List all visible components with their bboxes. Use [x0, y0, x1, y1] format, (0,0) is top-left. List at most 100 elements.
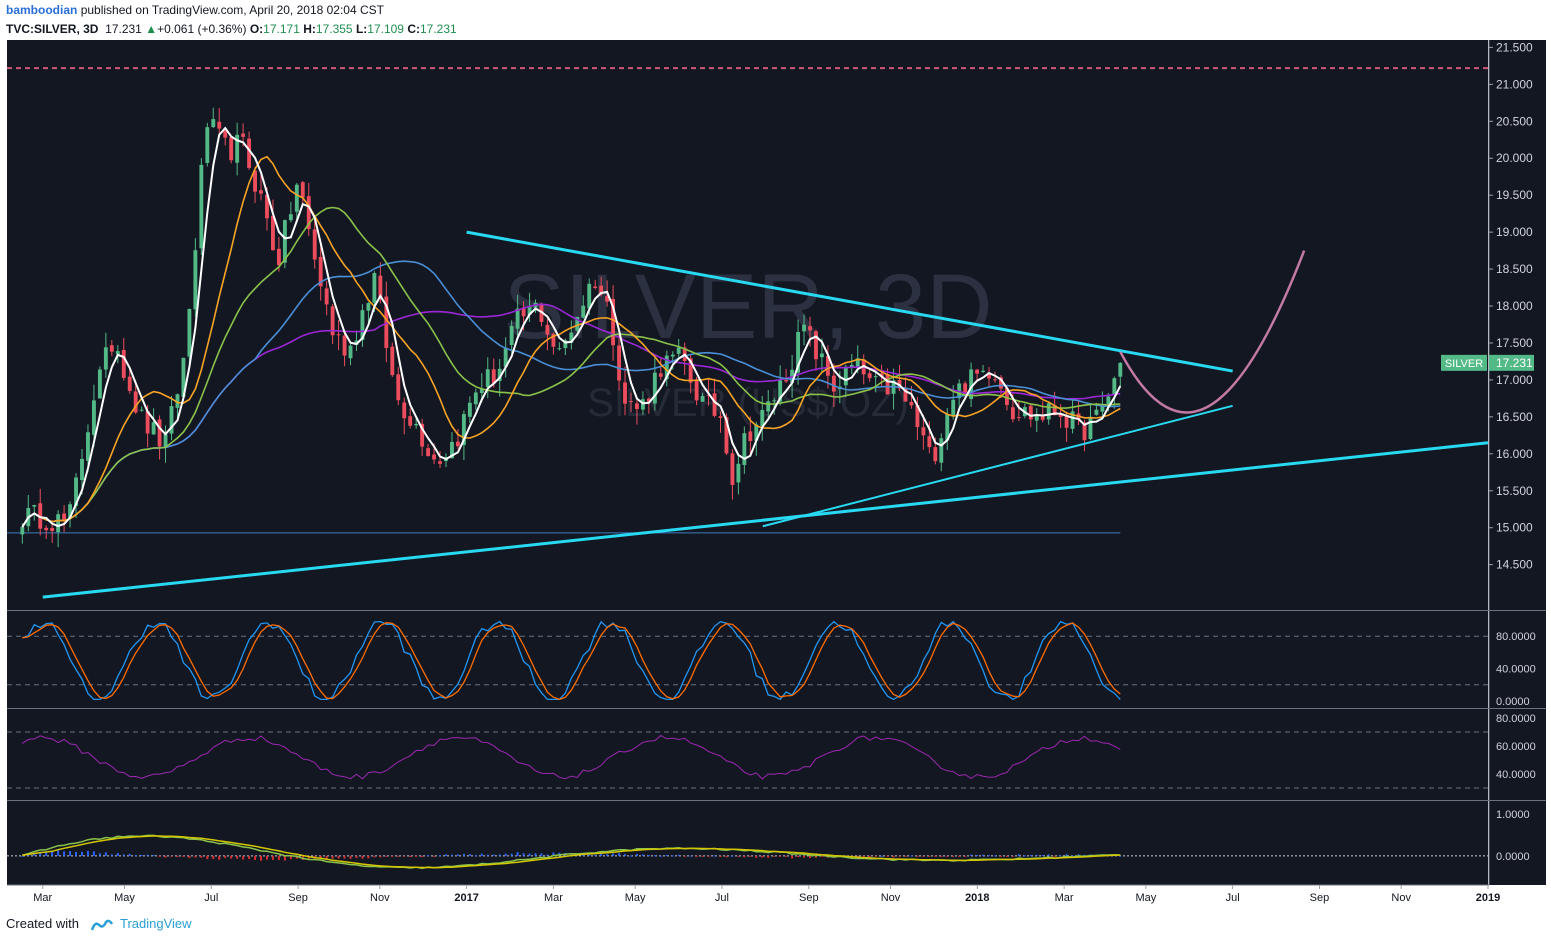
- candle-body: [909, 401, 914, 406]
- time-tick-label: 2017: [454, 892, 478, 904]
- macd-hist-bar: [289, 855, 292, 860]
- candle-body: [378, 275, 383, 298]
- candle-body: [211, 119, 216, 128]
- macd-hist-bar: [809, 855, 812, 859]
- macd-hist-bar: [468, 854, 471, 856]
- macd-hist-bar: [242, 855, 245, 860]
- ma-100-line: [21, 260, 1121, 528]
- macd-hist-bar: [212, 855, 215, 860]
- candle-body: [766, 401, 771, 412]
- candle-body: [1064, 415, 1069, 428]
- author-name[interactable]: bamboodian: [6, 3, 78, 17]
- macd-hist-bar: [886, 855, 889, 857]
- time-tick-label: 2018: [965, 892, 989, 904]
- macd-hist-bar: [254, 855, 257, 860]
- candle-body: [300, 182, 305, 198]
- candle-body: [1070, 411, 1075, 429]
- candle-body: [855, 358, 860, 368]
- candle-body: [694, 380, 699, 401]
- macd-hist-bar: [719, 855, 722, 858]
- candle-body: [808, 326, 812, 331]
- time-tick-label: Jul: [1226, 892, 1240, 904]
- macd-hist-bar: [701, 855, 704, 857]
- macd-hist-bar: [952, 855, 955, 857]
- candle-body: [360, 310, 365, 340]
- macd-hist-bar: [814, 855, 817, 858]
- macd-hist-bar: [1119, 855, 1122, 857]
- macd-hist-bar: [128, 853, 131, 856]
- macd-hist-bar: [391, 855, 394, 857]
- candle-body: [802, 324, 806, 332]
- macd-hist-bar: [367, 855, 370, 859]
- candle-body: [509, 326, 514, 345]
- candle-body: [1028, 405, 1033, 420]
- macd-hist-bar: [75, 852, 78, 856]
- macd-hist-bar: [39, 852, 42, 856]
- candle-body: [706, 394, 711, 396]
- macd-hist-bar: [343, 855, 346, 859]
- candle-body: [145, 411, 150, 434]
- macd-hist-bar: [385, 855, 388, 857]
- macd-hist-bar: [552, 852, 555, 856]
- macd-hist-bar: [1065, 854, 1068, 856]
- tradingview-link[interactable]: TradingView: [120, 916, 192, 931]
- macd-hist-bar: [874, 855, 877, 857]
- macd-hist-bar: [1071, 855, 1074, 857]
- price-label-value-bg: [1489, 354, 1534, 371]
- macd-hist-bar: [51, 850, 54, 856]
- candle-body: [1034, 415, 1039, 421]
- candle-body: [438, 461, 442, 464]
- candle-body: [1106, 396, 1111, 406]
- rsi-line: [22, 734, 1121, 780]
- trendline-lower: [762, 404, 1233, 528]
- macd-hist-bar: [635, 853, 638, 856]
- rsi-tick-label: 40.0000: [1496, 769, 1536, 781]
- candle-body: [652, 372, 657, 404]
- candle-body: [491, 369, 496, 384]
- candle-body: [312, 229, 317, 260]
- macd-hist-bar: [743, 855, 746, 858]
- publish-info: bamboodian published on TradingView.com,…: [6, 3, 384, 17]
- macd-hist-bar: [647, 855, 650, 857]
- candle-body: [20, 527, 25, 535]
- macd-hist-bar: [862, 855, 865, 857]
- macd-tick-label: 0.0000: [1496, 851, 1530, 863]
- macd-hist-bar: [988, 855, 991, 857]
- macd-hist-bar: [319, 855, 322, 859]
- candle-body: [939, 438, 944, 463]
- stoch-d-line: [22, 622, 1121, 701]
- macd-hist-bar: [982, 854, 985, 856]
- price-tick-label: 17.000: [1496, 373, 1533, 387]
- last-price: 17.231: [105, 22, 142, 36]
- macd-hist-bar: [898, 855, 901, 857]
- candle-body: [676, 347, 681, 354]
- macd-hist-bar: [104, 852, 107, 856]
- macd-hist-bar: [224, 855, 227, 859]
- macd-hist-bar: [498, 854, 501, 856]
- time-tick-label: Mar: [544, 892, 563, 904]
- candle-body: [658, 373, 663, 377]
- time-tick-label: Sep: [1310, 892, 1330, 904]
- up-arrow-icon: ▲: [145, 22, 158, 36]
- candle-body: [497, 368, 502, 382]
- candle-body: [324, 288, 329, 305]
- candle-body: [390, 346, 395, 376]
- macd-hist-bar: [409, 855, 412, 858]
- candle-body: [127, 376, 132, 391]
- created-with-text: Created with: [6, 916, 79, 931]
- ma-50-line: [21, 206, 1121, 528]
- candle-body: [235, 134, 240, 163]
- candle-body: [975, 369, 980, 374]
- candle-body: [121, 349, 126, 378]
- candle-body: [336, 334, 341, 336]
- candle-body: [68, 504, 72, 519]
- macd-hist-bar: [182, 855, 185, 857]
- candle-body: [754, 424, 759, 441]
- candle-body: [1040, 414, 1045, 420]
- candle-body: [396, 374, 401, 401]
- candle-body: [318, 256, 323, 287]
- macd-hist-bar: [134, 855, 137, 857]
- candle-body: [712, 393, 717, 416]
- candle-body: [1052, 405, 1057, 416]
